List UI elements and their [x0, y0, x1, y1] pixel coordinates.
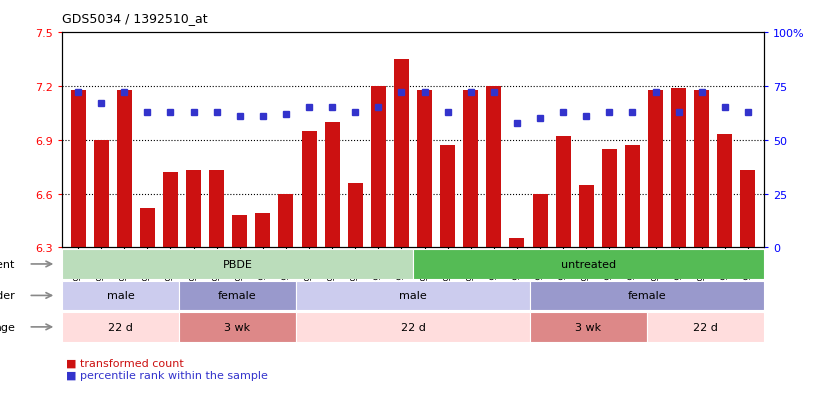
Bar [93, 140, 109, 248]
Bar [116, 90, 132, 248]
Bar [179, 281, 296, 311]
Text: 3 wk: 3 wk [576, 322, 601, 332]
Bar [579, 185, 594, 248]
Text: gender: gender [0, 291, 15, 301]
Text: male: male [399, 291, 427, 301]
Bar [62, 249, 413, 279]
Text: untreated: untreated [561, 259, 616, 269]
Bar [671, 88, 686, 248]
Bar [70, 90, 86, 248]
Bar [348, 183, 363, 248]
Text: age: age [0, 322, 15, 332]
Bar [530, 281, 764, 311]
Bar [717, 135, 733, 248]
Bar [533, 194, 548, 248]
Text: female: female [218, 291, 257, 301]
Bar [417, 90, 432, 248]
Text: ■ percentile rank within the sample: ■ percentile rank within the sample [66, 370, 268, 380]
Bar [325, 123, 339, 248]
Bar [209, 171, 224, 248]
Bar [648, 90, 663, 248]
Text: ■ transformed count: ■ transformed count [66, 358, 184, 368]
Bar [413, 249, 764, 279]
Text: 22 d: 22 d [108, 322, 133, 332]
Bar [278, 194, 293, 248]
Bar [232, 216, 247, 248]
Bar [530, 312, 647, 342]
Bar [487, 87, 501, 248]
Text: 22 d: 22 d [693, 322, 718, 332]
Bar [740, 171, 756, 248]
Bar [296, 281, 530, 311]
Text: male: male [107, 291, 135, 301]
Text: PBDE: PBDE [222, 259, 253, 269]
Bar [163, 173, 178, 248]
Bar [186, 171, 201, 248]
Bar [694, 90, 710, 248]
Text: 22 d: 22 d [401, 322, 425, 332]
Bar [62, 281, 179, 311]
Bar [179, 312, 296, 342]
Bar [301, 131, 316, 248]
Bar [556, 137, 571, 248]
Text: agent: agent [0, 259, 15, 269]
Bar [647, 312, 764, 342]
Bar [440, 146, 455, 248]
Text: 3 wk: 3 wk [225, 322, 250, 332]
Text: GDS5034 / 1392510_at: GDS5034 / 1392510_at [62, 12, 207, 25]
Bar [625, 146, 640, 248]
Bar [296, 312, 530, 342]
Bar [510, 239, 525, 248]
Text: female: female [628, 291, 667, 301]
Bar [602, 150, 617, 248]
Bar [140, 209, 155, 248]
Bar [463, 90, 478, 248]
Bar [394, 60, 409, 248]
Bar [371, 87, 386, 248]
Bar [255, 214, 270, 248]
Bar [62, 312, 179, 342]
